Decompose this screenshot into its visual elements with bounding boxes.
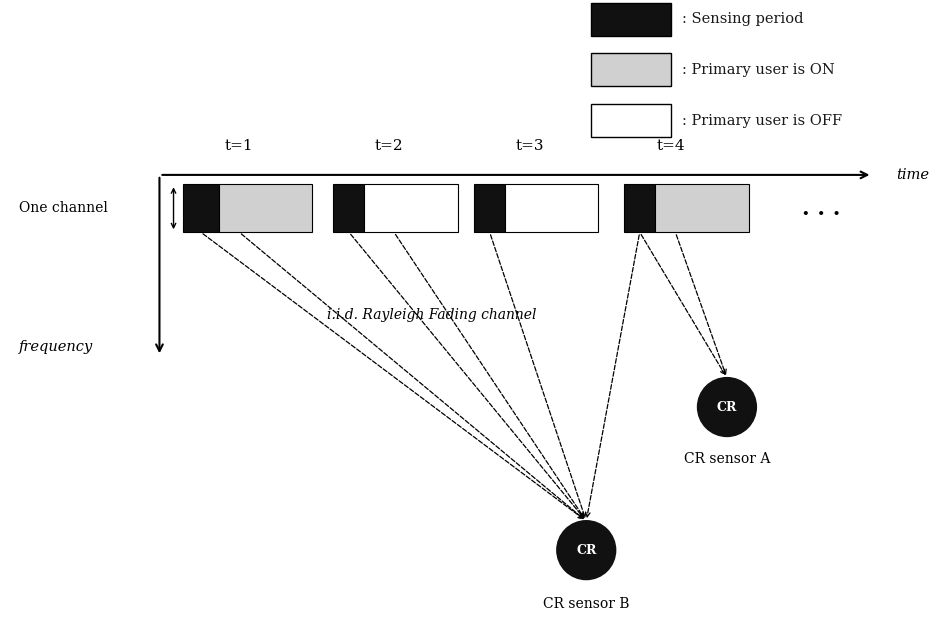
Text: frequency: frequency: [19, 340, 93, 354]
Text: CR sensor B: CR sensor B: [543, 597, 629, 611]
Ellipse shape: [698, 378, 756, 436]
Text: . . .: . . .: [802, 198, 840, 219]
Text: t=4: t=4: [657, 139, 685, 153]
Text: : Primary user is ON: : Primary user is ON: [682, 63, 835, 77]
Bar: [219, 184, 312, 232]
Text: One channel: One channel: [19, 201, 108, 216]
Bar: [474, 184, 505, 232]
Ellipse shape: [557, 521, 615, 579]
Bar: [364, 184, 458, 232]
Bar: [624, 184, 655, 232]
Text: : Primary user is OFF: : Primary user is OFF: [682, 114, 842, 128]
Bar: [591, 3, 671, 36]
Bar: [591, 53, 671, 86]
Text: : Sensing period: : Sensing period: [682, 12, 804, 26]
Bar: [591, 104, 671, 137]
Text: CR sensor A: CR sensor A: [684, 452, 770, 466]
Text: t=3: t=3: [516, 139, 544, 153]
Text: CR: CR: [717, 401, 737, 413]
Text: t=2: t=2: [375, 139, 403, 153]
Bar: [655, 184, 749, 232]
Bar: [505, 184, 598, 232]
Bar: [333, 184, 364, 232]
Text: t=1: t=1: [225, 139, 253, 153]
Text: CR: CR: [576, 544, 597, 556]
Bar: [183, 184, 219, 232]
Text: time: time: [896, 168, 929, 182]
Text: i.i.d. Rayleigh Fading channel: i.i.d. Rayleigh Fading channel: [326, 308, 537, 322]
